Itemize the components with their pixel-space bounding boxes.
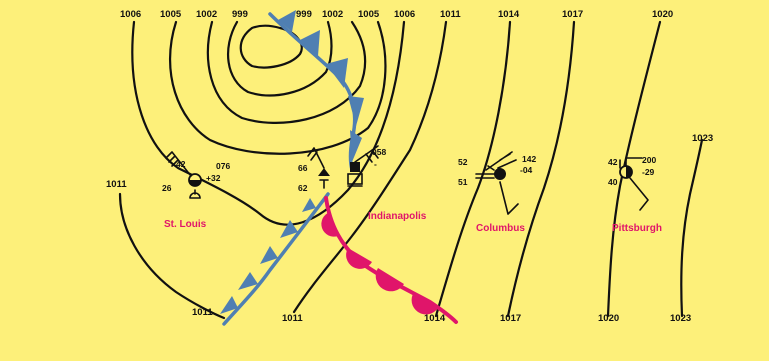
station-model-pittsburgh — [619, 157, 649, 211]
isobar-label-top: 1002 — [322, 9, 344, 20]
cold-front-triangle-icon — [260, 246, 278, 264]
isobar-1006-line — [131, 20, 406, 226]
warm-front-semicircle-icon — [375, 268, 404, 292]
city-label-columbus: Columbus — [476, 223, 525, 234]
isobar-1005-line — [168, 20, 387, 155]
pittsburgh-pressure: 200 — [642, 155, 657, 165]
isobar-label-top: 1011 — [440, 9, 461, 20]
indianapolis-west-temperature: 66 — [298, 163, 308, 173]
cold-front-lower — [220, 192, 330, 326]
cold-front-triangle-icon — [302, 198, 316, 212]
station-model-indianapolis-east — [347, 145, 379, 187]
st-louis-tendency: +32 — [206, 173, 221, 183]
isobar-low-center — [239, 24, 303, 69]
isobar-label-right: 1023 — [692, 133, 714, 144]
indianapolis-east-pressure: 058 — [372, 147, 387, 157]
isobar-label-top: 1017 — [562, 9, 584, 20]
isobar-label-left: 1011 — [106, 179, 127, 190]
city-label-indianapolis: Indianapolis — [368, 211, 427, 222]
isobar-label-top: 999 — [296, 9, 312, 20]
warm-front-semicircle-icon — [346, 248, 372, 269]
cold-front-triangle-icon — [300, 30, 320, 56]
isobar-label-top: 1002 — [196, 9, 218, 20]
isobar-label-bottom: 1011 — [282, 313, 303, 324]
indianapolis-west-dewpoint: 62 — [298, 183, 308, 193]
isobar-1023-line — [680, 138, 704, 318]
station-model-st-louis — [165, 151, 202, 199]
isobar-label-top: 1006 — [394, 9, 416, 20]
columbus-dewpoint: 51 — [458, 177, 468, 187]
cold-front-triangle-icon — [350, 130, 362, 162]
pittsburgh-dewpoint: 40 — [608, 177, 618, 187]
isobar-999-line — [226, 20, 333, 97]
isobar-label-top: 1005 — [358, 9, 380, 20]
pittsburgh-tendency: -29 — [642, 167, 655, 177]
cold-front-triangle-icon — [220, 296, 238, 314]
isobar-label-top: 1006 — [120, 9, 142, 20]
station-model-columbus — [475, 151, 519, 215]
isobar-label-bottom: 1014 — [424, 313, 446, 324]
isobar-1020-line — [606, 20, 662, 318]
indianapolis-east-tendency: - — [374, 159, 377, 169]
columbus-pressure: 142 — [522, 154, 537, 164]
isobar-label-top: 1005 — [160, 9, 182, 20]
isobar-label-top: 999 — [232, 9, 248, 20]
isobar-label-bottom: 1017 — [500, 313, 522, 324]
warm-front — [321, 196, 458, 324]
cold-front-triangle-icon — [280, 220, 298, 238]
pittsburgh-temperature: 42 — [608, 157, 618, 167]
isobar-label-bottom: 1020 — [598, 313, 620, 324]
station-model-indianapolis-west — [307, 147, 330, 189]
cold-front-triangle-icon — [348, 96, 364, 126]
isobar-1011-left-line — [118, 192, 226, 320]
cold-front-triangle-icon — [238, 272, 258, 290]
warm-front-semicircle-icon — [321, 212, 338, 237]
st-louis-pressure: 076 — [216, 161, 231, 171]
isobar-label-top: 1020 — [652, 9, 674, 20]
cold-front-triangle-icon — [326, 58, 348, 88]
cold-front-upper — [268, 10, 364, 172]
warm-front-semicircle-icon — [411, 292, 438, 315]
columbus-temperature: 52 — [458, 157, 468, 167]
isobar-1002-line — [206, 20, 367, 124]
isobar-lines — [118, 20, 704, 320]
isobar-label-top: 1014 — [498, 9, 520, 20]
isobar-1011-mid-line — [292, 20, 448, 314]
isobar-1017-line — [506, 20, 576, 318]
columbus-tendency: -04 — [520, 165, 533, 175]
city-label-pittsburgh: Pittsburgh — [612, 223, 662, 234]
isobar-1014-line — [434, 20, 512, 318]
st-louis-dewpoint: 26 — [162, 183, 172, 193]
cold-front-triangle-icon — [278, 10, 296, 32]
st-louis-temperature: 42 — [176, 159, 186, 169]
city-label-st-louis: St. Louis — [164, 219, 207, 230]
isobar-label-bottom: 1023 — [670, 313, 692, 324]
isobar-label-bottom: 1011 — [192, 307, 213, 318]
